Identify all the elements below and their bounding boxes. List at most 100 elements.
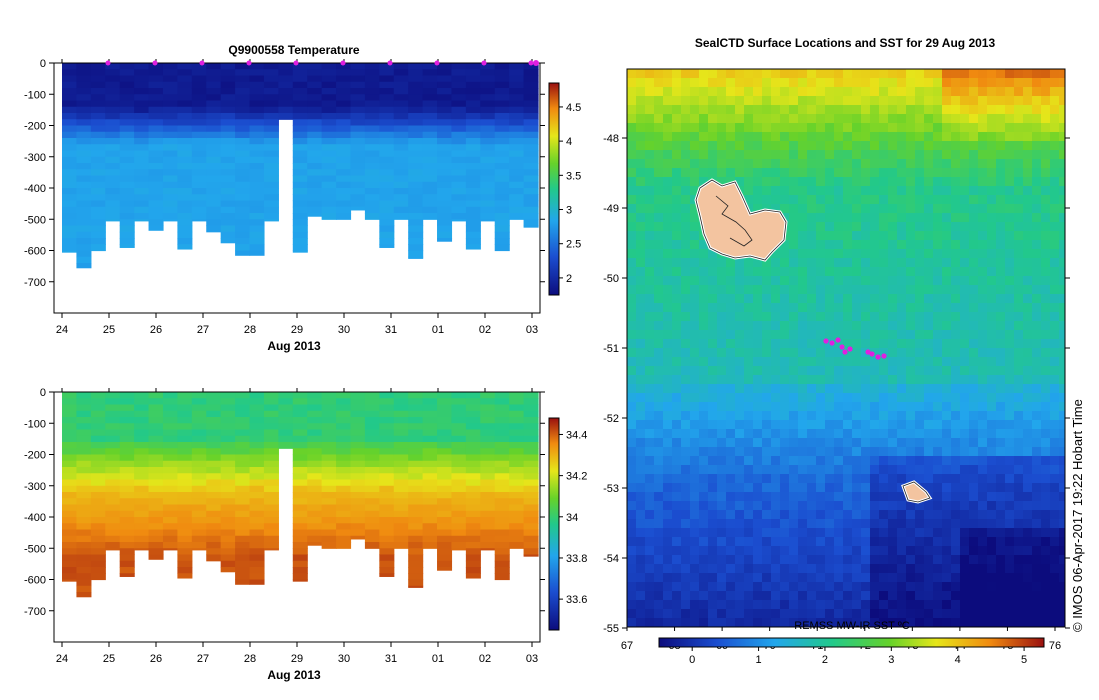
profile-cell <box>422 542 438 549</box>
profile-cell <box>134 473 150 481</box>
profile-cell <box>408 473 424 481</box>
sst-cell <box>843 555 853 565</box>
sst-cell <box>672 528 682 538</box>
profile-cell <box>177 144 193 152</box>
sst-cell <box>681 402 691 412</box>
sst-cell <box>996 555 1006 565</box>
profile-cell <box>494 567 510 574</box>
sst-cell <box>969 339 979 349</box>
profile-cell <box>177 454 193 462</box>
sst-cell <box>735 150 745 160</box>
profile-cell <box>90 429 106 437</box>
profile-cell <box>480 435 496 443</box>
profile-cell <box>393 523 409 531</box>
sst-cell <box>942 483 952 493</box>
profile-cell <box>76 81 92 89</box>
profile-cell <box>364 423 380 431</box>
colorbar-tick-label: 34.2 <box>566 471 587 483</box>
sst-cell <box>1032 321 1042 331</box>
profile-cell <box>177 429 193 437</box>
profile-cell <box>307 542 323 546</box>
sst-cell <box>834 204 844 214</box>
profile-cell <box>62 100 78 108</box>
sst-cell <box>933 438 943 448</box>
profile-cell <box>451 423 467 431</box>
profile-cell <box>76 504 92 512</box>
profile-cell <box>249 200 265 208</box>
profile-cell <box>162 125 178 133</box>
sst-cell <box>807 330 817 340</box>
profile-cell <box>437 554 453 562</box>
sst-cell <box>1059 402 1065 412</box>
sst-cell <box>816 114 826 124</box>
sst-cell <box>771 555 781 565</box>
profile-cell <box>249 498 265 506</box>
sst-cell <box>636 321 646 331</box>
sst-cell <box>1059 519 1065 529</box>
sst-cell <box>906 402 916 412</box>
profile-cell <box>76 263 92 269</box>
sst-cell <box>996 438 1006 448</box>
profile-cell <box>321 63 337 70</box>
sst-cell <box>627 411 637 421</box>
sst-cell <box>888 492 898 502</box>
sst-cell <box>1032 420 1042 430</box>
sst-cell <box>1023 528 1033 538</box>
profile-cell <box>249 150 265 158</box>
sst-cell <box>951 402 961 412</box>
sst-cell <box>627 186 637 196</box>
sst-cell <box>879 591 889 601</box>
sst-cell <box>690 177 700 187</box>
profile-cell <box>465 219 481 227</box>
profile-cell <box>206 94 222 102</box>
sst-cell <box>960 240 970 250</box>
sst-cell <box>690 591 700 601</box>
sst-cell <box>663 294 673 304</box>
sst-cell <box>906 375 916 385</box>
profile-cell <box>90 175 106 183</box>
profile-cell <box>191 535 207 543</box>
sst-cell <box>969 474 979 484</box>
sst-cell <box>879 303 889 313</box>
sst-cell <box>744 267 754 277</box>
sst-cell <box>690 231 700 241</box>
profile-cell <box>494 131 510 139</box>
sst-cell <box>699 393 709 403</box>
sst-cell <box>807 105 817 115</box>
sst-cell <box>645 609 655 619</box>
sst-cell <box>735 429 745 439</box>
sst-cell <box>708 420 718 430</box>
sst-cell <box>627 393 637 403</box>
sst-cell <box>1050 555 1060 565</box>
sst-cell <box>681 528 691 538</box>
sst-cell <box>780 555 790 565</box>
profile-cell <box>422 454 438 462</box>
sst-cell <box>699 285 709 295</box>
sst-cell <box>834 582 844 592</box>
sst-cell <box>744 132 754 142</box>
sst-cell <box>699 600 709 610</box>
profile-cell <box>307 119 323 127</box>
x-tick-label: 02 <box>479 324 491 336</box>
profile-cell <box>177 523 193 531</box>
sst-cell <box>771 312 781 322</box>
sst-cell <box>987 321 997 331</box>
profile-cell <box>480 113 496 120</box>
sst-cell <box>951 240 961 250</box>
sst-cell <box>636 447 646 457</box>
sst-cell <box>951 429 961 439</box>
sst-cell <box>753 546 763 556</box>
profile-cell <box>177 119 193 127</box>
profile-cell <box>76 435 92 443</box>
sst-cell <box>996 195 1006 205</box>
profile-cell <box>177 175 193 183</box>
sst-cell <box>834 114 844 124</box>
profile-cell <box>437 460 453 468</box>
sst-cell <box>699 483 709 493</box>
sst-cell <box>879 528 889 538</box>
sst-cell <box>879 195 889 205</box>
sst-cell <box>771 582 781 592</box>
sst-cell <box>726 573 736 583</box>
sst-cell <box>996 591 1006 601</box>
sst-cell <box>834 438 844 448</box>
